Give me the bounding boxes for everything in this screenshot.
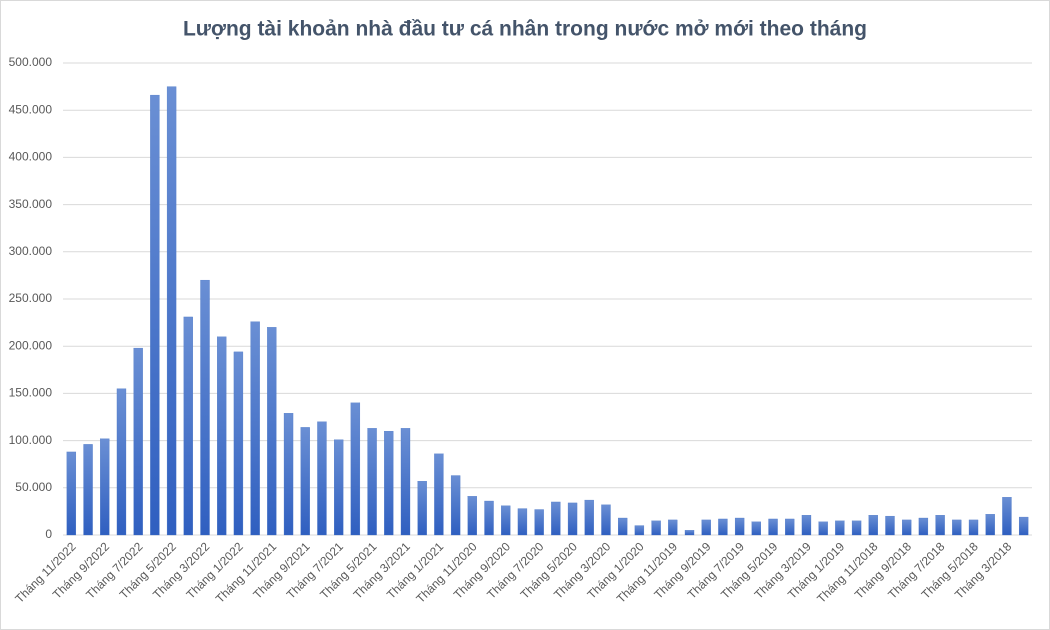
bar <box>718 518 728 536</box>
y-tick-label: 100.000 <box>9 433 53 447</box>
bar <box>534 509 544 536</box>
bar <box>751 521 761 536</box>
bar <box>83 444 93 536</box>
bar <box>400 428 411 536</box>
bar <box>417 481 427 536</box>
bar <box>100 438 110 536</box>
bar <box>801 515 812 536</box>
bar <box>701 519 711 536</box>
bar <box>283 413 294 536</box>
y-tick-label: 200.000 <box>9 338 53 352</box>
bar <box>668 519 678 536</box>
bar <box>200 279 210 536</box>
y-tick-label: 350.000 <box>9 197 53 211</box>
bar <box>785 518 795 536</box>
bar <box>551 501 561 536</box>
bar <box>768 518 778 536</box>
bar <box>484 500 494 536</box>
bar <box>1002 497 1012 536</box>
y-tick-label: 400.000 <box>9 150 53 164</box>
y-tick-label: 300.000 <box>9 244 53 258</box>
bar <box>985 514 995 536</box>
bar <box>66 451 77 536</box>
bar <box>217 336 227 536</box>
bar <box>317 421 327 536</box>
bar <box>183 316 193 536</box>
y-tick-label: 250.000 <box>9 291 53 305</box>
bar <box>684 530 695 536</box>
bar <box>350 402 361 536</box>
bar <box>467 496 477 536</box>
bar <box>367 428 377 536</box>
y-tick-label: 0 <box>45 527 52 541</box>
bar <box>952 519 962 536</box>
bar <box>734 517 745 536</box>
bar <box>601 504 611 536</box>
bar <box>968 519 979 536</box>
bar <box>517 508 528 536</box>
bar <box>935 515 945 536</box>
bar <box>116 388 127 536</box>
bar <box>851 520 862 536</box>
bar <box>918 517 929 536</box>
bar <box>233 351 244 536</box>
bar <box>618 517 628 536</box>
bar <box>450 475 461 536</box>
bar <box>651 520 661 536</box>
bar <box>868 515 878 536</box>
bar <box>250 321 260 536</box>
bar <box>902 519 912 536</box>
bar <box>885 515 895 536</box>
bar <box>501 505 511 536</box>
bar <box>1018 516 1029 536</box>
y-tick-label: 50.000 <box>15 480 52 494</box>
bar <box>267 327 277 536</box>
bar <box>818 521 828 536</box>
bar <box>150 94 160 536</box>
bar <box>584 499 594 536</box>
bar <box>334 439 344 536</box>
y-tick-label: 500.000 <box>9 55 53 69</box>
y-tick-label: 150.000 <box>9 386 53 400</box>
bar <box>434 453 444 536</box>
bar <box>384 431 394 536</box>
bar <box>835 520 845 536</box>
bar <box>166 86 177 536</box>
bar <box>567 502 578 536</box>
bar <box>300 427 310 536</box>
bar <box>634 525 645 536</box>
bar <box>133 347 143 536</box>
chart-title: Lượng tài khoản nhà đầu tư cá nhân trong… <box>183 18 867 41</box>
y-tick-label: 450.000 <box>9 102 53 116</box>
